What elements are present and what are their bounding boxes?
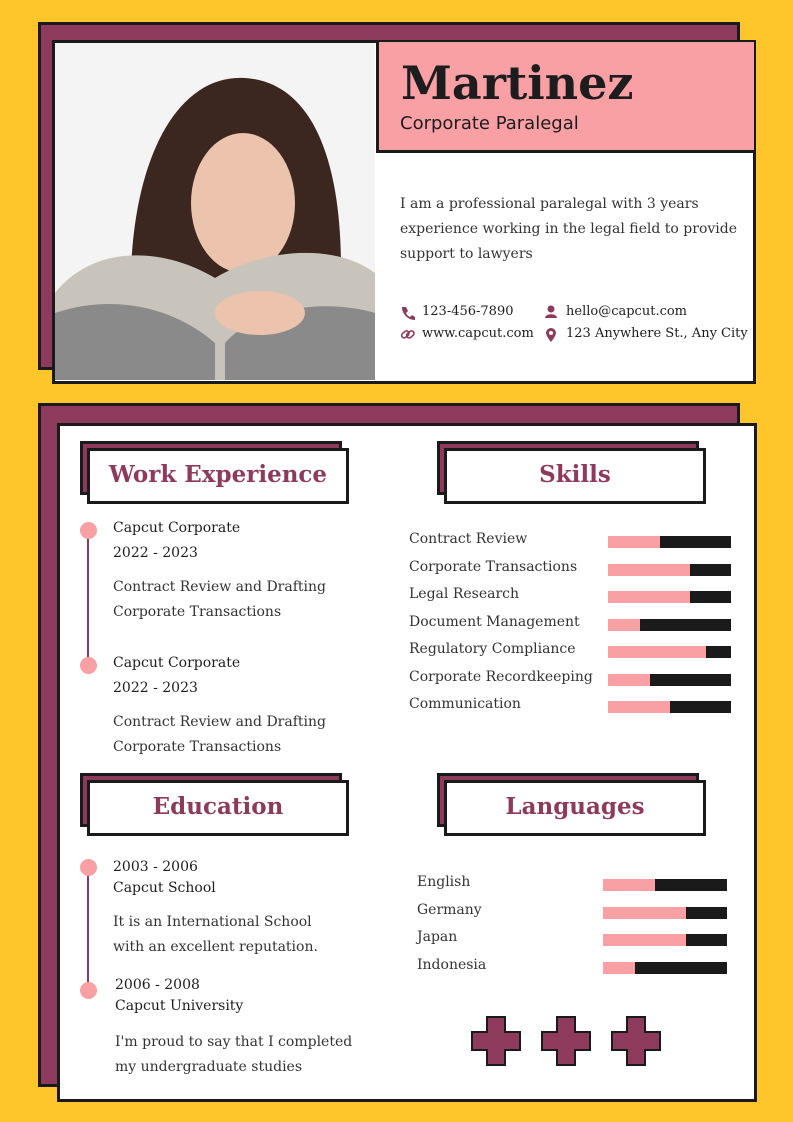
- label: Japan: [417, 929, 458, 945]
- company: Capcut Corporate: [113, 655, 241, 671]
- section-title: Education: [87, 780, 349, 836]
- label: Contract Review: [409, 531, 528, 547]
- section-title: Skills: [444, 448, 706, 504]
- bar-level: [608, 536, 660, 548]
- detail: Corporate Transactions: [113, 604, 282, 620]
- timeline-dot: [80, 859, 97, 876]
- school: Capcut School: [113, 880, 216, 896]
- decoration: [471, 1016, 661, 1066]
- timeline-dot: [80, 522, 97, 539]
- bar-level: [603, 906, 687, 919]
- description: I'm proud to say that I completed my und…: [115, 1034, 353, 1075]
- phone: 123-456-7890: [422, 304, 514, 319]
- bar-level: [608, 563, 691, 576]
- years: 2003 - 2006: [113, 859, 198, 875]
- label: Document Management: [409, 613, 580, 630]
- section-title: Languages: [444, 780, 706, 836]
- description: It is an International School with an ex…: [113, 914, 318, 955]
- company: Capcut Corporate: [113, 520, 241, 536]
- email: hello@capcut.com: [566, 304, 688, 319]
- detail: Contract Review and Drafting: [113, 714, 326, 730]
- name-banner: [376, 42, 754, 153]
- photo: [55, 43, 375, 380]
- label: English: [417, 874, 471, 890]
- label: Communication: [409, 696, 521, 712]
- label: Corporate Transactions: [409, 558, 578, 575]
- timeline: [87, 867, 89, 990]
- summary: I am a professional paralegal with 3 yea…: [400, 196, 738, 262]
- school: Capcut University: [115, 998, 244, 1014]
- website: www.capcut.com: [422, 326, 534, 341]
- timeline-dot: [80, 657, 97, 674]
- bar-level: [608, 591, 691, 603]
- bar-level: [608, 646, 707, 658]
- contact-icons: [400, 305, 557, 342]
- bar-level: [603, 879, 656, 891]
- detail: Contract Review and Drafting: [113, 579, 326, 595]
- section-title: Work Experience: [87, 448, 349, 504]
- bar-level: [608, 618, 640, 631]
- timeline: [87, 530, 89, 665]
- address: 123 Anywhere St., Any City: [566, 326, 748, 341]
- bar-level: [608, 673, 650, 686]
- years: 2006 - 2008: [115, 977, 200, 993]
- timeline-dot: [80, 982, 97, 999]
- label: Germany: [417, 901, 482, 918]
- role: Corporate Paralegal: [400, 113, 579, 134]
- bar-level: [603, 961, 636, 974]
- label: Legal Research: [409, 586, 520, 602]
- label: Corporate Recordkeeping: [409, 668, 593, 685]
- name: Martinez: [401, 56, 634, 110]
- bar-level: [608, 701, 670, 713]
- detail: Corporate Transactions: [113, 739, 282, 755]
- label: Indonesia: [417, 956, 487, 973]
- years: 2022 - 2023: [113, 680, 198, 696]
- label: Regulatory Compliance: [409, 641, 576, 657]
- years: 2022 - 2023: [113, 545, 198, 561]
- bar-level: [603, 934, 687, 946]
